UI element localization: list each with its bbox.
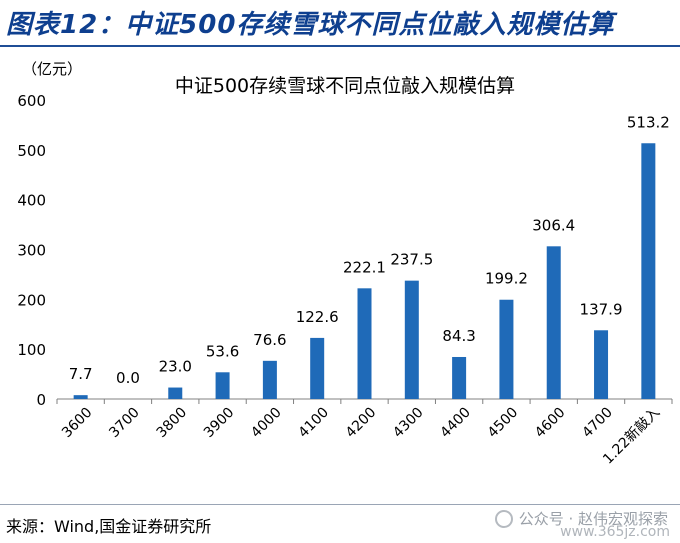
- bar-chart: 中证500存续雪球不同点位敲入规模估算 （亿元） 7.7 0.023.053.67…: [17, 60, 673, 468]
- x-tick-label: 4600: [532, 405, 569, 442]
- x-tick-label: 4700: [579, 405, 616, 442]
- title-rule: [0, 45, 680, 47]
- watermark: 公众号 · 赵伟宏观探索: [494, 508, 668, 529]
- data-label: 76.6: [253, 331, 286, 349]
- footer-rule: [0, 504, 680, 505]
- bar: [404, 280, 419, 399]
- bar: [499, 299, 514, 399]
- data-labels: 7.7 0.0 23.0 53.6 76.6 122.6 222.1 237.5 84.3 199…: [69, 113, 670, 387]
- y-tick-label: 300: [17, 242, 46, 260]
- x-tick-label: 4100: [296, 405, 333, 442]
- data-label: 53.6: [206, 342, 239, 360]
- y-tick-label: 200: [17, 291, 46, 309]
- x-tick-label: 4000: [248, 405, 285, 442]
- x-tick-label: 3700: [106, 405, 143, 442]
- figure-title: 图表12：中证500存续雪球不同点位敲入规模估算: [6, 10, 615, 40]
- data-label: 84.3: [442, 327, 475, 345]
- data-label: 222.1: [343, 258, 386, 276]
- source-note: 来源：Wind,国金证券研究所: [6, 517, 212, 536]
- data-label: 199.2: [485, 270, 528, 288]
- data-label: 306.4: [532, 216, 575, 234]
- bar: [546, 246, 561, 399]
- x-tick-label: 3600: [59, 405, 96, 442]
- data-label: 137.9: [580, 300, 623, 318]
- x-tick-label: 3800: [154, 405, 191, 442]
- y-tick-label: 100: [17, 341, 46, 359]
- axes: [56, 398, 673, 404]
- y-tick-labels: 0 100 200 300 400 500 600: [17, 92, 46, 409]
- x-tick-label: 4500: [485, 405, 522, 442]
- x-tick-labels: 3600 3700 3800 3900 4000 4100 4200 4300 4400 4500…: [59, 404, 663, 468]
- bar: [357, 288, 372, 399]
- bar: [310, 337, 325, 399]
- watermark-site: www.365jz.com: [560, 524, 670, 540]
- wechat-icon: [494, 509, 513, 528]
- bar: [452, 356, 467, 399]
- x-tick-label: 4300: [390, 405, 427, 442]
- chart-title: 中证500存续雪球不同点位敲入规模估算: [175, 75, 515, 97]
- bar: [215, 372, 230, 399]
- bar: [168, 387, 183, 399]
- y-unit-label: （亿元）: [22, 60, 82, 78]
- bar: [641, 143, 656, 399]
- bar: [73, 395, 88, 399]
- data-label: 23.0: [159, 358, 192, 376]
- data-label: 0.0: [116, 369, 140, 387]
- data-label: 7.7: [69, 365, 93, 383]
- x-tick-label: 4400: [437, 405, 474, 442]
- data-label: 513.2: [627, 113, 670, 131]
- y-tick-label: 0: [36, 391, 46, 409]
- bars: [73, 143, 656, 399]
- data-label: 122.6: [296, 308, 339, 326]
- bar: [594, 330, 609, 399]
- x-tick-label: 4200: [343, 405, 380, 442]
- y-tick-label: 400: [17, 192, 46, 210]
- y-tick-label: 500: [17, 142, 46, 160]
- bar: [262, 360, 277, 399]
- x-tick-label: 3900: [201, 405, 238, 442]
- watermark-text: 公众号 · 赵伟宏观探索: [518, 510, 668, 528]
- data-label: 237.5: [390, 251, 433, 269]
- y-tick-label: 600: [17, 92, 46, 110]
